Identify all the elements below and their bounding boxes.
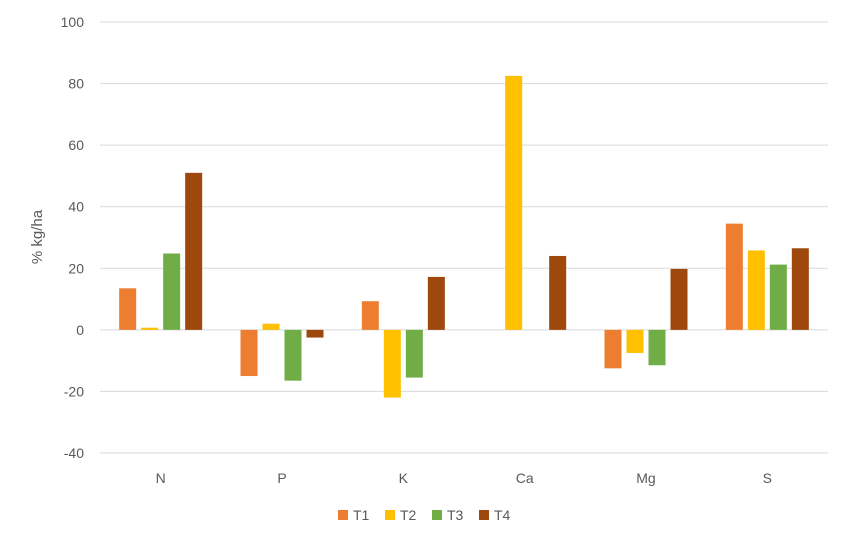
bars [119, 75, 809, 398]
bar-t4-n [185, 172, 203, 330]
x-axis-ticks: N P K Ca Mg S [156, 470, 772, 486]
y-tick-label: 20 [68, 260, 84, 276]
bar-t3-p [284, 329, 302, 381]
y-tick-label: -40 [64, 445, 84, 461]
bar-t4-p [306, 329, 324, 338]
legend-label-t3: T3 [447, 507, 464, 523]
y-axis-title: % kg/ha [29, 209, 46, 264]
bar-t3-n [163, 253, 181, 330]
y-tick-label: 80 [68, 76, 84, 92]
legend-swatch-t4 [479, 510, 489, 520]
bar-t1-mg [604, 329, 622, 369]
bar-t2-mg [626, 329, 644, 353]
x-tick-label: N [156, 470, 166, 486]
bar-t1-n [119, 288, 137, 330]
y-tick-label: 60 [68, 137, 84, 153]
bar-t1-p [240, 329, 258, 377]
bar-t3-s [769, 264, 787, 330]
legend-swatch-t2 [385, 510, 395, 520]
legend-label-t2: T2 [400, 507, 417, 523]
y-axis-ticks: -40 -20 0 20 40 60 80 100 [61, 14, 85, 461]
x-tick-label: K [399, 470, 409, 486]
x-tick-label: Mg [636, 470, 655, 486]
legend-swatch-t1 [338, 510, 348, 520]
bar-t2-s [747, 250, 765, 330]
y-tick-label: 0 [76, 322, 84, 338]
bar-t4-k [427, 276, 445, 330]
bar-t2-k [383, 329, 401, 398]
bar-t4-s [791, 248, 809, 330]
bar-t1-k [361, 301, 379, 330]
legend-label-t1: T1 [353, 507, 370, 523]
bar-t4-mg [670, 268, 688, 330]
bar-t2-ca [505, 75, 523, 330]
x-tick-label: Ca [516, 470, 534, 486]
x-tick-label: S [763, 470, 772, 486]
bar-t2-n [141, 327, 159, 330]
y-tick-label: 40 [68, 199, 84, 215]
y-tick-label: -20 [64, 383, 84, 399]
legend-label-t4: T4 [494, 507, 511, 523]
legend: T1 T2 T3 T4 [338, 507, 511, 523]
bar-t3-k [405, 329, 423, 378]
y-tick-label: 100 [61, 14, 85, 30]
gridlines [100, 21, 828, 454]
bar-t2-p [262, 323, 280, 330]
x-tick-label: P [277, 470, 286, 486]
legend-swatch-t3 [432, 510, 442, 520]
bar-t4-ca [549, 255, 567, 330]
bar-t3-mg [648, 329, 666, 366]
bar-t1-s [725, 223, 743, 330]
